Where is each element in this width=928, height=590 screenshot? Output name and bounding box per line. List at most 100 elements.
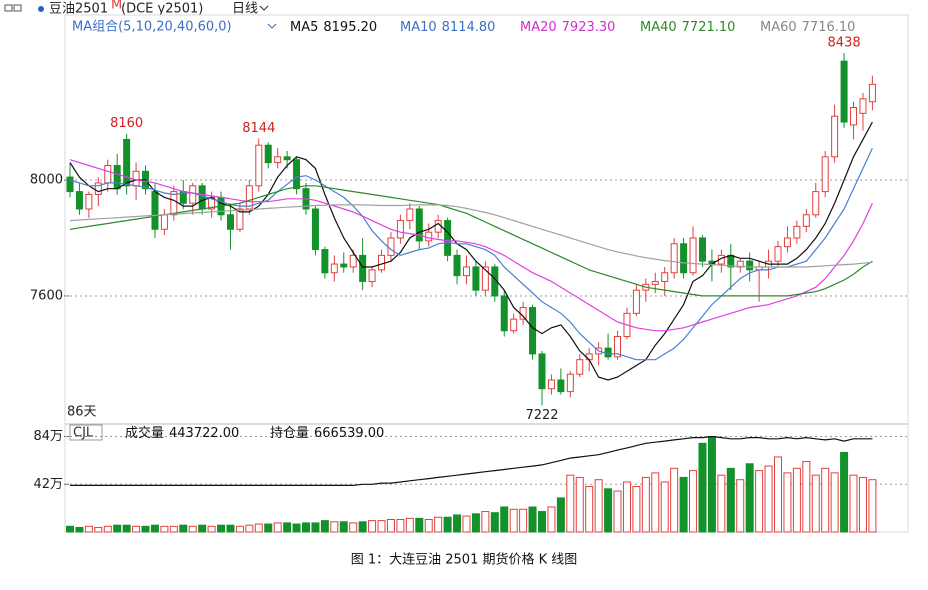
volume-bar (755, 470, 764, 533)
legend-entry: MA40 7721.10 (640, 20, 735, 35)
candle-body (340, 263, 348, 268)
legend-entry: MA60 7716.10 (760, 20, 855, 35)
volume-bar (226, 524, 235, 533)
legend-name: 持仓量 (270, 426, 309, 441)
volume-bar (150, 524, 159, 533)
candle-body (529, 307, 537, 355)
volume-bar (802, 461, 811, 533)
volume-bar (75, 526, 84, 533)
candle-body (661, 272, 669, 282)
volume-bar (66, 525, 74, 533)
volume-bar (330, 521, 339, 533)
volume-bar (453, 514, 462, 533)
volume-bar (198, 524, 207, 533)
volume-bar (774, 456, 782, 533)
volume-bar (113, 524, 122, 533)
volume-bar (320, 520, 329, 533)
candle-body (812, 191, 820, 216)
legend-name: 成交量 (125, 425, 164, 441)
price-panel: MA组合(5,10,20,40,60,0) 86天 7600 8000 MA5 819… (30, 20, 908, 423)
candle-body (151, 191, 159, 230)
volume-bar (292, 523, 301, 533)
volume-bar (840, 451, 849, 533)
candle-body (75, 191, 83, 210)
volume-bar (235, 525, 244, 533)
candle-body (359, 254, 367, 282)
candle-body (557, 379, 565, 393)
volume-bar (415, 517, 424, 533)
volume-bar (217, 524, 226, 533)
volume-bar (471, 513, 480, 533)
ma-line (69, 204, 873, 268)
volume-bar (622, 481, 631, 533)
volume-bar (434, 516, 443, 533)
legend-entry: MA10 8114.80 (400, 20, 495, 35)
volume-bar (726, 467, 735, 533)
volume-bar (858, 476, 867, 533)
candle-body (283, 156, 291, 161)
volume-bar (122, 524, 131, 533)
volume-bar (207, 525, 216, 533)
volume-bar (188, 525, 197, 533)
volume-bar (679, 476, 688, 533)
candle-body (264, 144, 272, 164)
volume-bar (132, 525, 141, 533)
legend-value: 8114.80 (442, 20, 496, 35)
volume-bar (443, 516, 452, 533)
legend-value: 8195.20 (323, 20, 377, 35)
candle-body (670, 243, 678, 274)
candle-body (859, 98, 867, 114)
indicator-box[interactable] (69, 424, 103, 441)
ma-title[interactable]: MA组合(5,10,20,40,60,0) (72, 20, 232, 35)
volume-bar (670, 467, 679, 533)
menu-icon[interactable] (4, 4, 13, 12)
legend-name: MA5 (290, 20, 318, 35)
candle-body (255, 144, 263, 187)
legend-value: 7721.10 (682, 20, 736, 35)
candle-body (198, 185, 206, 210)
candle-body (802, 214, 810, 227)
candle-body (462, 266, 470, 277)
volume-panel: CJL 42万 84万 成交量 443722.00 持仓量 666539.00 (33, 424, 908, 533)
price-annotation: 7222 (525, 408, 558, 423)
volume-bar (745, 463, 754, 533)
volume-bar (160, 525, 169, 533)
volume-bar (811, 474, 820, 533)
volume-bar (547, 506, 556, 533)
candle-body (330, 263, 338, 274)
y-tick-label: 8000 (30, 173, 63, 188)
menu-icon[interactable] (13, 4, 22, 12)
volume-bar (764, 465, 773, 533)
candle-body (831, 115, 839, 158)
dropdown-arrow[interactable] (267, 23, 277, 29)
legend-value: 666539.00 (314, 426, 384, 441)
candle-body (453, 254, 461, 277)
candle-body (123, 138, 131, 187)
dropdown-arrow[interactable] (259, 5, 269, 11)
period-selector[interactable]: 日线 (232, 2, 258, 17)
volume-bar (302, 522, 310, 533)
candle-body (632, 289, 640, 314)
symbol-badge: M (111, 0, 122, 13)
volume-bar (613, 490, 622, 533)
legend-value: 443722.00 (169, 426, 239, 441)
candle-body (434, 220, 442, 233)
volume-bar (103, 525, 112, 533)
candle-body (236, 208, 244, 230)
candle-body (415, 208, 423, 242)
candle-body (850, 107, 858, 126)
toolbar: 豆油2501 M (DCE y2501) 日线 (4, 0, 269, 17)
indicator-name[interactable]: CJL (73, 426, 94, 441)
candle-body (698, 237, 706, 262)
volume-bar (481, 511, 490, 533)
price-annotation: 8144 (242, 121, 275, 136)
caption: 图 1：大连豆油 2501 期货价格 K 线图 (351, 552, 578, 568)
volume-bar (698, 442, 707, 533)
candle-body (510, 318, 518, 332)
candle-body (245, 185, 253, 210)
legend-entry: 成交量 443722.00 (125, 425, 239, 441)
candle-body (651, 280, 659, 285)
volume-bar (358, 521, 367, 533)
candle-body (680, 243, 688, 274)
